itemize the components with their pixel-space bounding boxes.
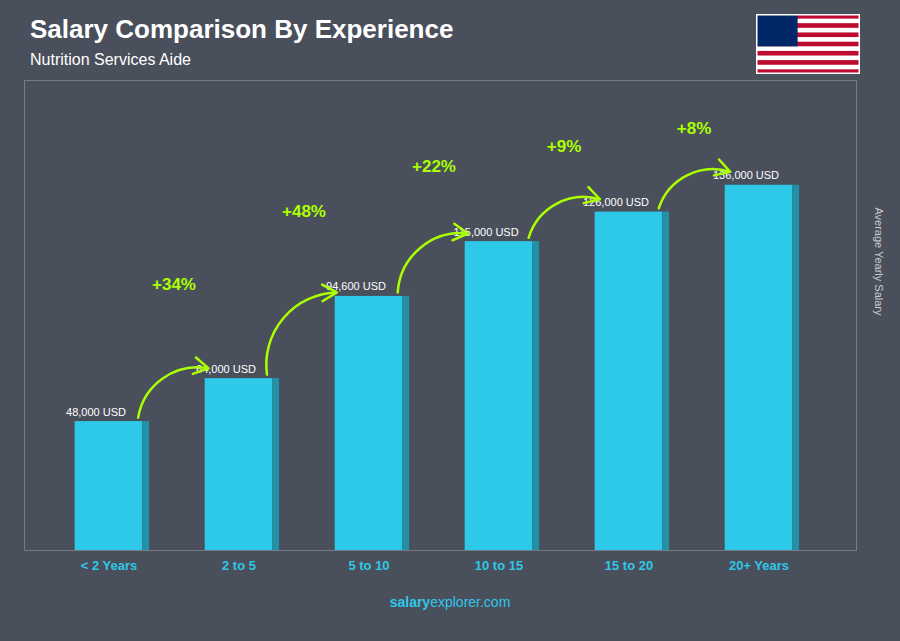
- svg-text:94,600 USD: 94,600 USD: [326, 280, 386, 293]
- html-text:salary explorer.com: salary explorer.com: [389, 594, 511, 610]
- svg-text:126,000 USD: 126,000 USD: [583, 196, 649, 209]
- svg-text:115,000 USD: 115,000 USD: [453, 225, 519, 238]
- svg-text:20+ Years: 20+ Years: [729, 558, 789, 573]
- svg-text:10 to 15: 10 to 15: [475, 558, 523, 573]
- svg-text:< 2 Years: < 2 Years: [81, 558, 138, 573]
- svg-text:+34%: +34%: [152, 275, 196, 294]
- svg-text:+22%: +22%: [412, 157, 456, 176]
- svg-text:5 to 10: 5 to 10: [348, 558, 389, 573]
- svg-text:15 to 20: 15 to 20: [605, 558, 653, 573]
- svg-text:Average Yearly Salary: Average Yearly Salary: [873, 207, 885, 316]
- svg-text:136,000 USD: 136,000 USD: [713, 169, 779, 182]
- svg-text:+8%: +8%: [677, 119, 712, 138]
- html-text:Salary Comparison By Experienc: Salary Comparison By Experience: [30, 14, 454, 44]
- svg-text:2 to 5: 2 to 5: [222, 558, 256, 573]
- svg-text:+9%: +9%: [547, 137, 582, 156]
- svg-text:64,000 USD: 64,000 USD: [196, 362, 256, 375]
- svg-text:+48%: +48%: [282, 202, 326, 221]
- svg-text:48,000 USD: 48,000 USD: [66, 406, 126, 418]
- html-text:Nutrition Services Aide: Nutrition Services Aide: [30, 51, 191, 68]
